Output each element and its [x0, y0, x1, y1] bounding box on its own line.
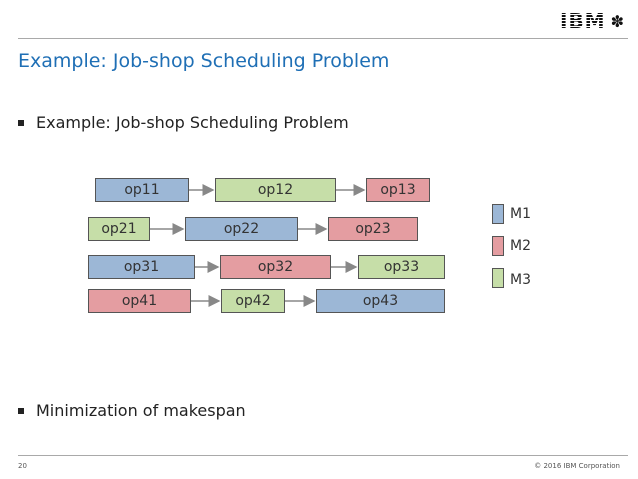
legend-swatch-m3	[492, 268, 504, 288]
legend-label-m1: M1	[510, 206, 531, 222]
op43-box: op43	[316, 289, 445, 313]
ibm-bee-icon: ✽	[610, 11, 624, 31]
op42-box: op42	[221, 289, 285, 313]
ibm-logo-text: IBM	[560, 9, 606, 33]
ibm-logo: IBM ✽	[560, 8, 624, 34]
footer-rule	[18, 455, 628, 456]
legend-swatch-m1	[492, 204, 504, 224]
legend-swatch-m2	[492, 236, 504, 256]
op22-box: op22	[185, 217, 298, 241]
legend-label-m3: M3	[510, 272, 531, 288]
page-number: 20	[18, 462, 27, 470]
copyright-text: © 2016 IBM Corporation	[534, 462, 620, 470]
bullet-square-icon	[18, 407, 24, 414]
page-title: Example: Job-shop Scheduling Problem	[18, 50, 390, 72]
op21-box: op21	[88, 217, 150, 241]
op11-box: op11	[95, 178, 189, 202]
op32-box: op32	[220, 255, 331, 279]
bullet-text: Example: Job-shop Scheduling Problem	[36, 113, 349, 132]
header-rule	[18, 38, 628, 39]
op13-box: op13	[366, 178, 430, 202]
op41-box: op41	[88, 289, 191, 313]
bullet-item: Example: Job-shop Scheduling Problem	[18, 113, 349, 132]
bullet-item: Minimization of makespan	[18, 401, 246, 420]
op12-box: op12	[215, 178, 336, 202]
bullet-text: Minimization of makespan	[36, 401, 246, 420]
legend-label-m2: M2	[510, 238, 531, 254]
op31-box: op31	[88, 255, 195, 279]
bullet-square-icon	[18, 119, 24, 126]
op33-box: op33	[358, 255, 445, 279]
op23-box: op23	[328, 217, 418, 241]
